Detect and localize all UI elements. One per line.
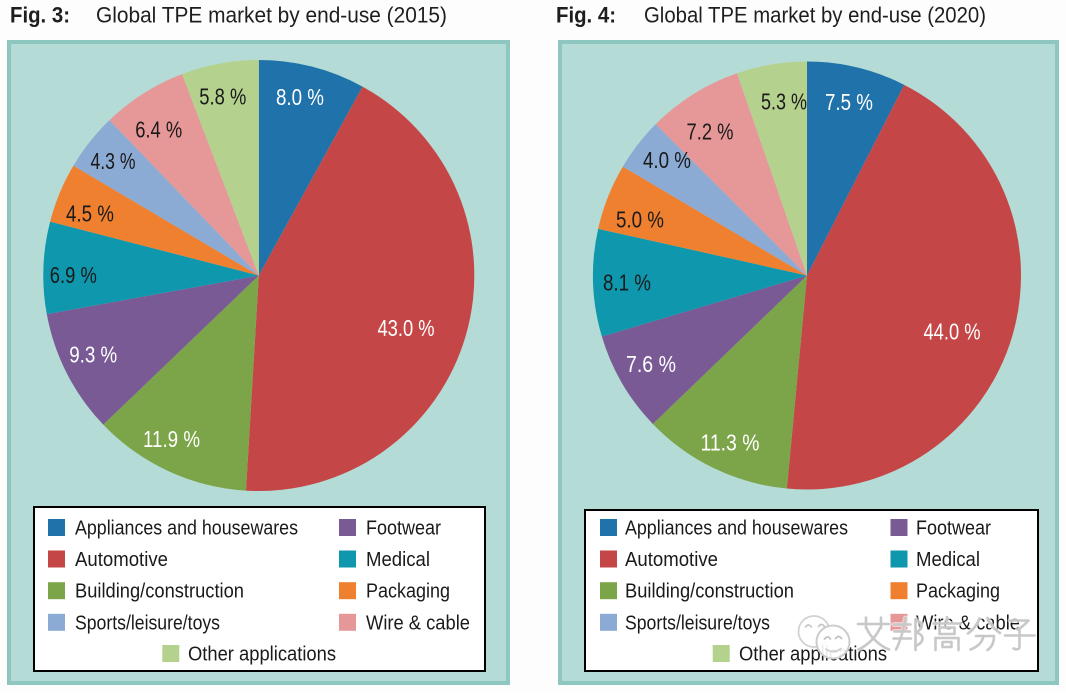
svg-text:8.1 %: 8.1 % [603, 269, 651, 295]
svg-text:43.0 %: 43.0 % [378, 315, 435, 341]
svg-text:Sports/leisure/toys: Sports/leisure/toys [625, 612, 770, 634]
svg-text:Automotive: Automotive [625, 549, 718, 571]
svg-text:Building/construction: Building/construction [75, 581, 244, 603]
svg-text:Building/construction: Building/construction [625, 581, 794, 603]
svg-text:5.0 %: 5.0 % [616, 206, 664, 232]
svg-text:Other applications: Other applications [188, 644, 336, 666]
svg-text:Medical: Medical [916, 549, 980, 571]
svg-text:5.3 %: 5.3 % [761, 89, 807, 115]
svg-text:6.4 %: 6.4 % [135, 116, 182, 142]
svg-text:Automotive: Automotive [75, 549, 168, 571]
svg-text:Footwear: Footwear [366, 518, 441, 540]
svg-text:Wire & cable: Wire & cable [366, 612, 470, 634]
svg-text:7.6 %: 7.6 % [626, 351, 676, 377]
svg-text:Packaging: Packaging [916, 581, 1000, 603]
svg-text:9.3 %: 9.3 % [69, 341, 117, 367]
svg-text:5.8 %: 5.8 % [199, 83, 246, 109]
svg-text:4.3 %: 4.3 % [91, 148, 136, 174]
svg-text:Medical: Medical [366, 549, 430, 571]
svg-text:Footwear: Footwear [916, 518, 991, 540]
svg-text:Global TPE market by end-use (: Global TPE market by end-use (2020) [644, 3, 986, 28]
svg-text:8.0 %: 8.0 % [276, 84, 324, 110]
svg-text:44.0 %: 44.0 % [924, 318, 981, 344]
svg-text:Global TPE market by end-use (: Global TPE market by end-use (2015) [96, 3, 447, 28]
svg-text:Sports/leisure/toys: Sports/leisure/toys [75, 612, 220, 634]
svg-text:7.2 %: 7.2 % [687, 118, 734, 144]
svg-text:11.3 %: 11.3 % [701, 429, 760, 455]
svg-text:Fig. 3:: Fig. 3: [10, 3, 70, 28]
svg-text:4.5 %: 4.5 % [66, 200, 114, 226]
svg-text:Appliances and housewares: Appliances and housewares [75, 518, 298, 540]
svg-text:Packaging: Packaging [366, 581, 450, 603]
svg-text:7.5 %: 7.5 % [825, 89, 873, 115]
svg-text:11.9 %: 11.9 % [143, 426, 200, 452]
svg-text:4.0 %: 4.0 % [643, 147, 691, 173]
svg-text:Appliances and housewares: Appliances and housewares [625, 518, 848, 540]
svg-text:Other applications: Other applications [739, 644, 887, 666]
svg-text:Fig. 4:: Fig. 4: [556, 3, 616, 28]
svg-text:6.9 %: 6.9 % [50, 262, 97, 288]
